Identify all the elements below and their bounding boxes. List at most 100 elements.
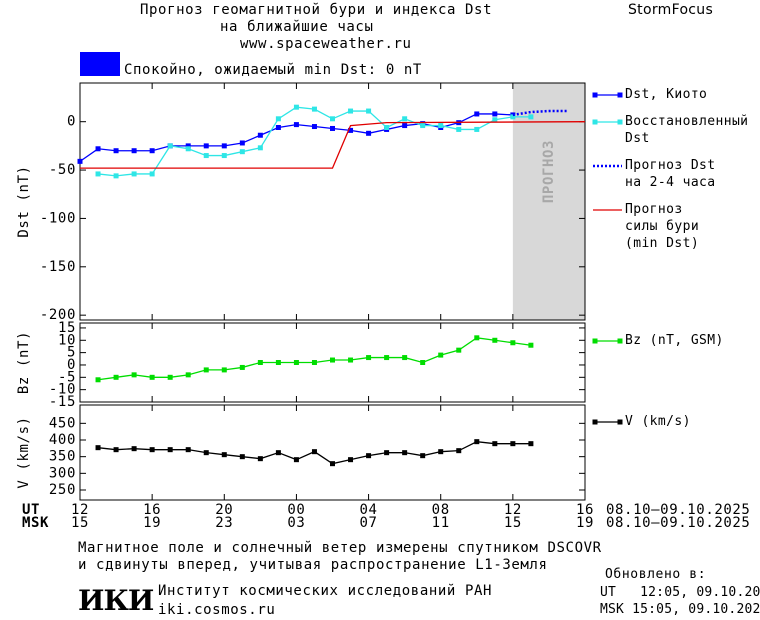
x-tick-label: 23: [215, 515, 233, 531]
data-point: [221, 452, 227, 458]
site: iki.cosmos.ru: [158, 602, 276, 618]
data-point: [113, 374, 119, 380]
x-tick-label: 07: [360, 515, 378, 531]
data-point: [185, 146, 191, 152]
data-point: [402, 450, 408, 456]
data-point: [275, 450, 281, 456]
x-tick-label: 19: [576, 515, 594, 531]
updated-msk: MSK 15:05, 09.10.2025: [600, 602, 760, 617]
data-point: [131, 148, 137, 154]
legend-marker: [617, 419, 623, 425]
data-point: [474, 439, 480, 445]
data-point: [366, 453, 372, 459]
data-point: [420, 123, 426, 129]
y-tick-label: 15: [58, 320, 76, 336]
data-point: [402, 355, 408, 361]
series-line: [97, 337, 531, 381]
data-point: [131, 171, 137, 177]
data-point: [366, 355, 372, 361]
y-tick-label: 0: [67, 114, 76, 130]
x-tick-label: 20: [215, 502, 233, 518]
data-point: [348, 127, 354, 133]
y-tick-label: 10: [58, 332, 76, 348]
data-point: [293, 104, 299, 110]
legend-entry: Прогноз силы бури (min Dst): [625, 202, 700, 251]
data-point: [77, 158, 83, 164]
data-point: [510, 340, 516, 346]
y-tick-label: -10: [49, 382, 76, 398]
x-tick-label: 15: [504, 515, 522, 531]
legend-marker: [592, 338, 598, 344]
data-point: [293, 457, 299, 463]
y-tick-label: 350: [49, 449, 76, 465]
series-line: [79, 113, 513, 162]
x-tick-label: 12: [504, 502, 522, 518]
data-point: [167, 447, 173, 453]
data-point: [384, 450, 390, 456]
x-row-label: UT: [22, 502, 40, 518]
data-point: [257, 360, 263, 365]
data-point: [131, 446, 137, 452]
y-tick-label: 300: [49, 465, 76, 481]
data-point: [239, 454, 245, 460]
legend-entry: Bz (nT, GSM): [625, 333, 724, 348]
data-point: [185, 372, 191, 378]
data-point: [402, 116, 408, 122]
legend-entry: V (km/s): [625, 414, 691, 429]
data-point: [456, 126, 462, 132]
x-tick-label: 15: [71, 515, 89, 531]
y-tick-label: 0: [67, 357, 76, 373]
data-point: [402, 123, 408, 129]
y-tick-label: -150: [40, 259, 76, 275]
data-point: [510, 114, 516, 120]
series-line: [80, 121, 586, 169]
data-point: [492, 111, 498, 117]
data-point: [492, 441, 498, 447]
x-date-range: 08.10–09.10.2025: [606, 515, 750, 531]
data-point: [438, 449, 444, 455]
y-tick-label: -15: [49, 394, 76, 410]
y-tick-label: -200: [40, 307, 76, 323]
data-point: [510, 441, 516, 447]
data-point: [239, 140, 245, 146]
y-tick-label: -5: [58, 369, 76, 385]
logo: ИКИ: [78, 584, 154, 617]
data-point: [311, 106, 317, 112]
data-point: [203, 450, 209, 456]
data-point: [456, 448, 462, 454]
data-point: [311, 124, 317, 130]
data-point: [492, 117, 498, 123]
legend-marker: [617, 119, 623, 125]
y-axis-label: Bz (nT): [16, 331, 32, 394]
brand: StormFocus: [628, 2, 714, 18]
status-text: Спокойно, ожидаемый min Dst: 0 nT: [124, 62, 422, 78]
y-tick-label: 5: [67, 345, 76, 361]
data-point: [474, 126, 480, 132]
institute: Институт космических исследований РАН: [158, 583, 493, 599]
data-point: [149, 447, 155, 453]
series-line: [512, 109, 567, 117]
data-point: [330, 357, 335, 363]
data-point: [149, 374, 155, 380]
legend-entry: Прогноз Dst на 2-4 часа: [625, 158, 716, 190]
data-point: [528, 441, 534, 447]
x-tick-label: 16: [143, 502, 161, 518]
title: Прогноз геомагнитной бури и индекса Dst: [140, 2, 493, 18]
data-point: [456, 347, 462, 353]
data-point: [384, 355, 390, 361]
x-tick-label: 08: [432, 502, 450, 518]
updated-ut: UT 12:05, 09.10.2025: [600, 585, 760, 600]
footer-note: Магнитное поле и солнечный ветер измерен…: [78, 540, 602, 556]
forecast-label: ПРОГНОЗ: [541, 140, 557, 203]
legend-marker: [592, 419, 598, 425]
data-point: [95, 146, 101, 152]
x-row-label: MSK: [22, 515, 49, 531]
data-point: [366, 108, 372, 114]
data-point: [95, 445, 101, 451]
data-point: [528, 342, 534, 348]
data-point: [330, 116, 335, 122]
legend-marker: [592, 119, 598, 125]
data-point: [221, 153, 227, 159]
y-tick-label: -50: [49, 162, 76, 178]
